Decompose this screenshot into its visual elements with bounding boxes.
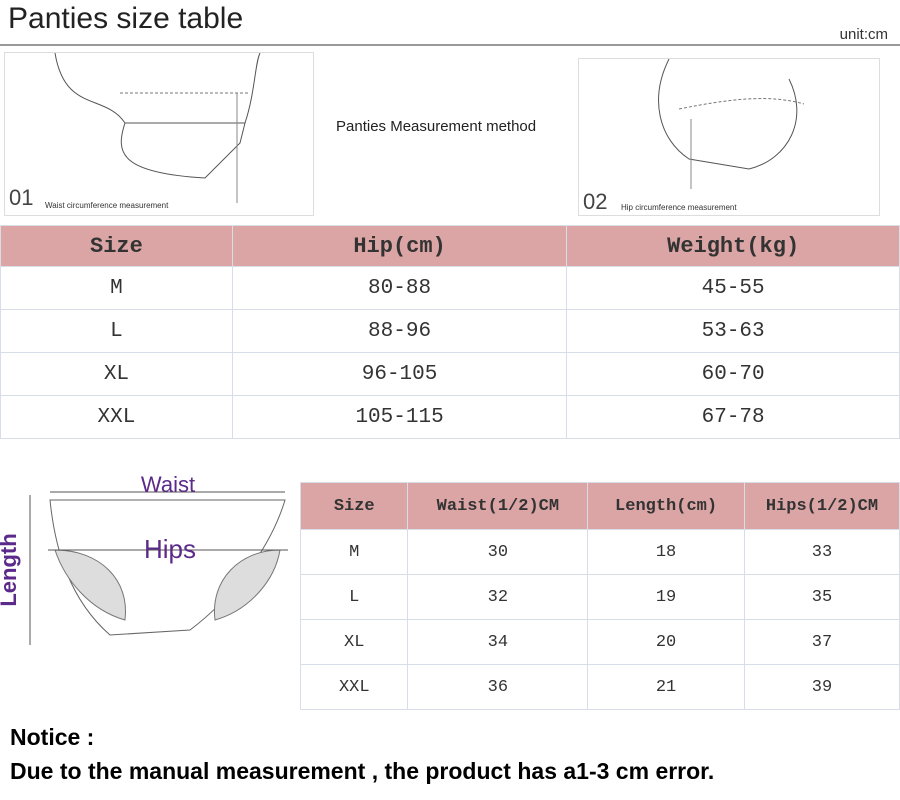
header-cell: Hips(1/2)CM (743, 482, 900, 530)
header-cell: Weight(kg) (566, 225, 900, 267)
header-cell: Size (299, 482, 409, 530)
title: Panties size table (8, 2, 244, 35)
notice-title: Notice : (10, 724, 95, 750)
waist-illustration: 01 Waist circumference measurement (4, 52, 314, 216)
cell: 60-70 (566, 352, 900, 396)
header-row: Size Hip(cm) Weight(kg) (0, 225, 900, 267)
step-number: 02 (583, 189, 607, 214)
cell: XXL (299, 664, 409, 710)
row: M 80-88 45-55 (0, 266, 900, 310)
cell: 19 (587, 574, 745, 620)
row: L 88-96 53-63 (0, 309, 900, 353)
cell: 32 (407, 574, 589, 620)
waist-label: Waist (141, 472, 195, 497)
panty-diagram: Waist Hips Length (0, 472, 288, 645)
cell: 18 (587, 529, 745, 575)
step-label: Waist circumference measurement (45, 201, 169, 210)
row: M 30 18 33 (299, 529, 900, 575)
notice-text: Due to the manual measurement , the prod… (10, 758, 715, 784)
unit: unit:cm (839, 26, 888, 43)
row: XL 34 20 37 (299, 619, 900, 665)
measure-table: Size Waist(1/2)CM Length(cm) Hips(1/2)CM M 30… (299, 482, 900, 710)
row: XXL 36 21 39 (299, 664, 900, 710)
cell: L (299, 574, 409, 620)
cell: 33 (743, 529, 900, 575)
cell: 30 (407, 529, 589, 575)
header-row: Size Waist(1/2)CM Length(cm) Hips(1/2)CM (299, 482, 900, 530)
cell: M (0, 266, 233, 310)
cell: XL (0, 352, 233, 396)
hip-illustration: 02 Hip circumference measurement (578, 58, 880, 216)
step-number: 01 (9, 185, 33, 210)
header-cell: Hip(cm) (231, 225, 568, 267)
cell: 21 (587, 664, 745, 710)
length-label: Length (0, 533, 21, 606)
cell: 88-96 (231, 309, 568, 353)
cell: 96-105 (231, 352, 568, 396)
cell: 80-88 (231, 266, 568, 310)
cell: XXL (0, 395, 233, 439)
cell: 37 (743, 619, 900, 665)
cell: 53-63 (566, 309, 900, 353)
row: XL 96-105 60-70 (0, 352, 900, 396)
notice: Notice : Due to the manual measurement ,… (10, 720, 714, 788)
cell: XL (299, 619, 409, 665)
cell: 35 (743, 574, 900, 620)
cell: M (299, 529, 409, 575)
header-cell: Length(cm) (587, 482, 745, 530)
row: XXL 105-115 67-78 (0, 395, 900, 439)
cell: L (0, 309, 233, 353)
step-label: Hip circumference measurement (621, 203, 737, 212)
size-table: Size Hip(cm) Weight(kg) M 80-88 45-55 L 88-96 53… (0, 225, 900, 439)
row: L 32 19 35 (299, 574, 900, 620)
rule (0, 44, 900, 46)
cell: 36 (407, 664, 589, 710)
figure: 02 Hip circumference measurement (583, 58, 805, 214)
header-cell: Size (0, 225, 233, 267)
cell: 67-78 (566, 395, 900, 439)
cell: 20 (587, 619, 745, 665)
cell: 34 (407, 619, 589, 665)
hips-label: Hips (144, 534, 196, 564)
cell: 45-55 (566, 266, 900, 310)
header-cell: Waist(1/2)CM (407, 482, 589, 530)
cell: 105-115 (231, 395, 568, 439)
caption: Panties Measurement method (336, 118, 537, 135)
figure: 01 Waist circumference measurement (9, 52, 261, 210)
cell: 39 (743, 664, 900, 710)
